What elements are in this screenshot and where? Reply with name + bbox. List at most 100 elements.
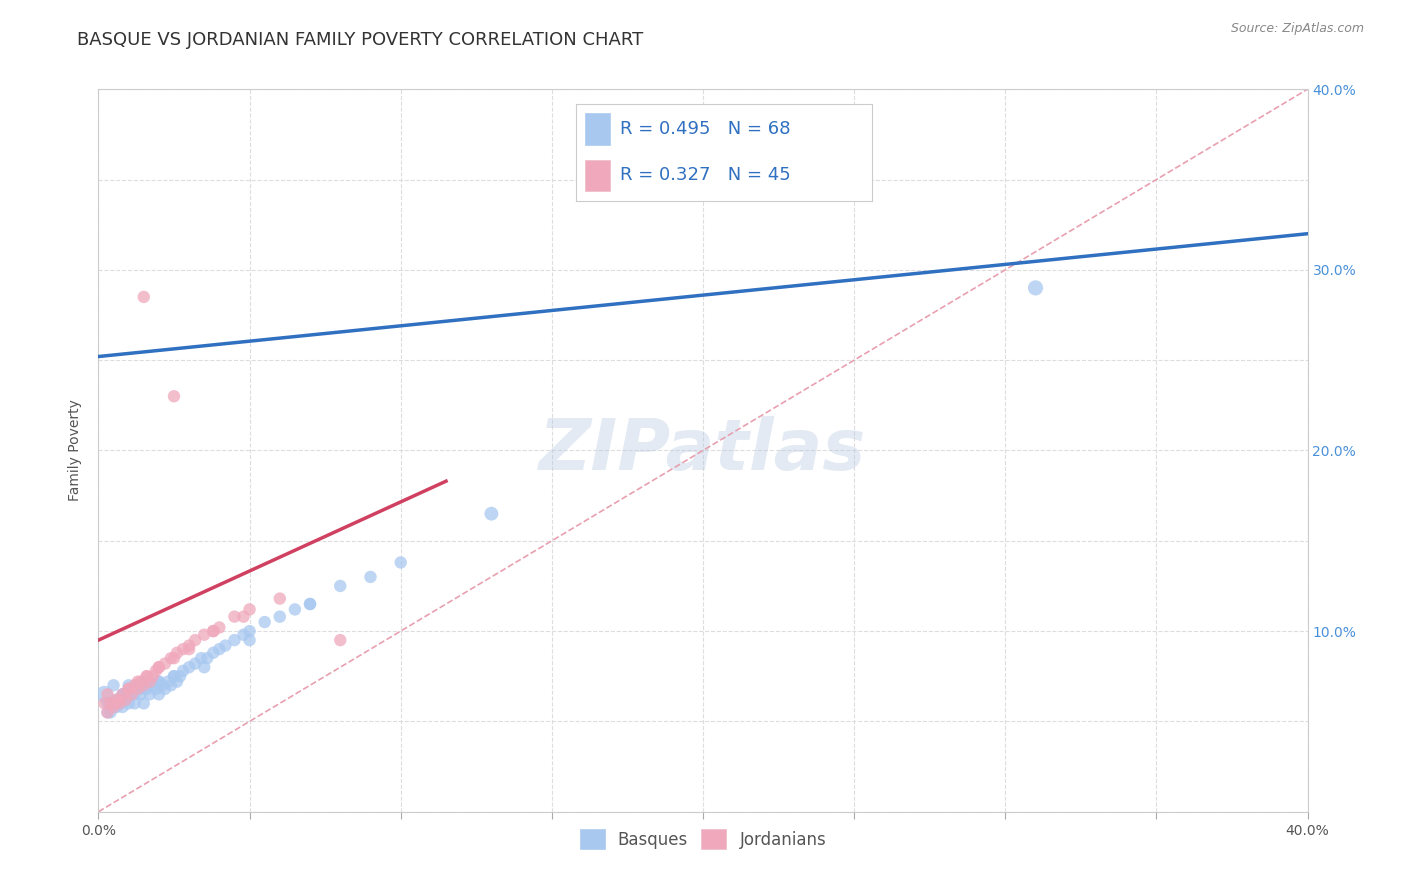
Point (129, 681, 152, 696)
Point (139, 687, 162, 701)
Point (103, 700, 125, 714)
Point (148, 674, 170, 689)
Point (284, 602, 307, 616)
Point (148, 687, 170, 701)
Point (124, 687, 146, 701)
Point (127, 678, 149, 692)
Point (118, 697, 141, 711)
Point (142, 678, 165, 692)
Point (299, 597, 322, 611)
Point (135, 678, 157, 692)
Point (96, 706, 118, 720)
Point (108, 697, 131, 711)
Point (169, 669, 191, 683)
Point (148, 660, 170, 674)
Point (239, 633, 262, 648)
Point (108, 692, 131, 706)
Point (239, 602, 262, 616)
Point (111, 687, 134, 701)
Point (96, 687, 118, 701)
Point (100, 697, 122, 711)
Point (163, 651, 186, 665)
Point (142, 669, 165, 683)
Point (105, 692, 128, 706)
Point (190, 651, 212, 665)
Point (253, 615, 276, 629)
Text: ZIPatlas: ZIPatlas (540, 416, 866, 485)
Point (121, 687, 143, 701)
Point (135, 669, 157, 683)
Point (184, 657, 207, 671)
Point (224, 633, 246, 648)
Point (202, 646, 225, 660)
Point (232, 628, 254, 642)
Point (153, 681, 176, 696)
Legend: Basques, Jordanians: Basques, Jordanians (571, 821, 835, 857)
Point (111, 687, 134, 701)
Point (389, 556, 412, 570)
Point (132, 674, 155, 689)
Point (208, 642, 231, 657)
Point (118, 681, 141, 696)
Point (224, 609, 246, 624)
Point (100, 706, 122, 720)
Point (202, 624, 225, 639)
Point (166, 674, 188, 689)
Point (195, 651, 218, 665)
Point (193, 628, 215, 642)
Point (105, 700, 128, 714)
Point (118, 681, 141, 696)
Point (150, 678, 173, 692)
Point (1024, 281, 1046, 295)
Point (124, 678, 146, 692)
Point (193, 660, 215, 674)
Y-axis label: Family Poverty: Family Poverty (69, 400, 83, 501)
Point (163, 669, 186, 683)
Point (160, 678, 183, 692)
Point (114, 692, 136, 706)
Point (239, 624, 262, 639)
Point (160, 651, 183, 665)
Point (96, 706, 118, 720)
Point (100, 697, 122, 711)
Point (103, 700, 125, 714)
Point (232, 609, 254, 624)
Point (153, 657, 176, 671)
Point (172, 642, 194, 657)
Point (329, 579, 352, 593)
Point (135, 681, 157, 696)
Point (114, 692, 136, 706)
Point (163, 389, 186, 403)
Point (111, 700, 134, 714)
Point (145, 664, 167, 678)
Point (114, 690, 136, 705)
Point (93, 697, 115, 711)
Point (124, 697, 146, 711)
Point (118, 681, 141, 696)
Point (179, 642, 201, 657)
Point (135, 669, 157, 683)
Point (148, 660, 170, 674)
Point (163, 669, 186, 683)
Point (145, 681, 167, 696)
Point (148, 674, 170, 689)
Point (269, 609, 291, 624)
Point (172, 664, 194, 678)
Point (103, 697, 125, 711)
Point (111, 687, 134, 701)
Point (118, 678, 141, 692)
Point (132, 697, 155, 711)
Point (166, 646, 188, 660)
Point (105, 692, 128, 706)
Point (127, 681, 149, 696)
Point (179, 639, 201, 653)
Point (179, 660, 201, 674)
Point (269, 591, 291, 606)
Point (124, 681, 146, 696)
Point (132, 678, 155, 692)
Point (96, 697, 118, 711)
Point (93, 687, 115, 701)
Point (299, 597, 322, 611)
Point (127, 674, 149, 689)
Point (202, 624, 225, 639)
